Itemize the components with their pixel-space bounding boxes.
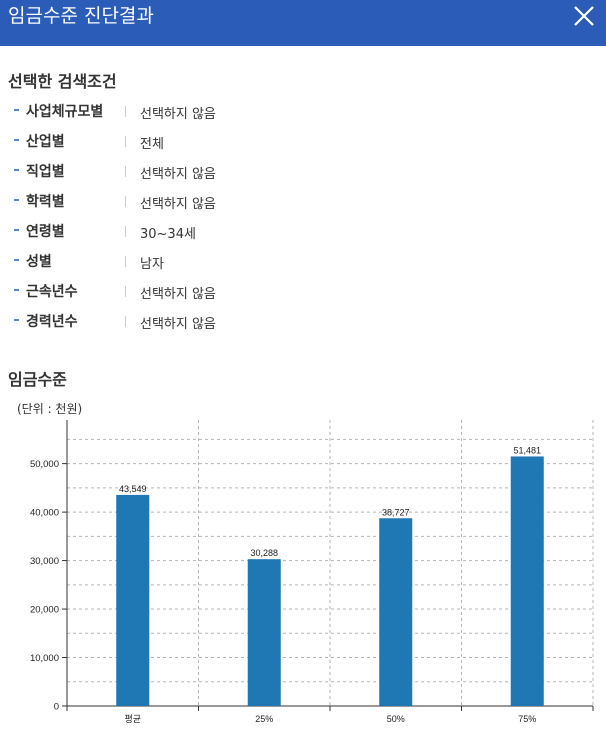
bullet-icon — [14, 259, 19, 261]
y-tick-label: 20,000 — [30, 605, 59, 616]
page-title: 임금수준 진단결과 — [8, 5, 154, 27]
data-label: 43,549 — [119, 484, 147, 494]
criteria-label: 연령별 — [26, 224, 65, 240]
criteria-label: 산업별 — [26, 134, 65, 150]
x-tick-label: 75% — [518, 714, 536, 724]
criteria-value: 선택하지 않음 — [140, 197, 216, 212]
divider — [125, 256, 126, 267]
criteria-label: 학력별 — [26, 194, 65, 210]
criteria-label: 사업체규모별 — [26, 104, 104, 120]
criteria-value: 선택하지 않음 — [140, 317, 216, 332]
data-label: 30,288 — [250, 548, 278, 558]
bullet-icon — [14, 169, 19, 171]
bar — [510, 456, 544, 706]
criteria-label: 직업별 — [26, 164, 65, 180]
divider — [125, 136, 126, 147]
divider — [125, 226, 126, 237]
data-label: 51,481 — [513, 445, 541, 455]
wage-bar-chart: 0 10,000 20,000 30,000 40,000 50,000 43,549 평균 3… — [30, 420, 594, 724]
divider — [125, 196, 126, 207]
unit-label: (단위 : 천원) — [17, 402, 83, 416]
criteria-item-occupation: 직업별 선택하지 않음 — [14, 156, 594, 186]
criteria-value: 선택하지 않음 — [140, 287, 216, 302]
criteria-item-age: 연령별 30~34세 — [14, 216, 594, 246]
bullet-icon — [14, 199, 19, 201]
criteria-item-industry: 산업별 전체 — [14, 126, 594, 156]
data-label: 38,727 — [382, 507, 410, 517]
criteria-item-tenure: 근속년수 선택하지 않음 — [14, 276, 594, 306]
close-icon — [574, 6, 594, 26]
criteria-title: 선택한 검색조건 — [8, 72, 117, 91]
bullet-icon — [14, 319, 19, 321]
bar — [116, 494, 150, 706]
criteria-value: 선택하지 않음 — [140, 107, 216, 122]
divider — [125, 106, 126, 117]
criteria-item-gender: 성별 남자 — [14, 246, 594, 276]
y-tick-label: 30,000 — [30, 556, 59, 567]
close-button[interactable] — [570, 2, 600, 32]
x-tick-label: 50% — [387, 714, 405, 724]
x-tick-label: 25% — [255, 714, 273, 724]
y-tick-label: 50,000 — [30, 459, 59, 470]
bullet-icon — [14, 109, 19, 111]
criteria-item-career: 경력년수 선택하지 않음 — [14, 306, 594, 336]
bullet-icon — [14, 289, 19, 291]
bar — [247, 559, 281, 706]
criteria-value: 선택하지 않음 — [140, 167, 216, 182]
criteria-item-size: 사업체규모별 선택하지 않음 — [14, 96, 594, 126]
criteria-value: 30~34세 — [140, 227, 196, 242]
divider — [125, 286, 126, 297]
bar — [379, 518, 413, 706]
wage-title: 임금수준 — [8, 370, 67, 389]
criteria-item-education: 학력별 선택하지 않음 — [14, 186, 594, 216]
criteria-label: 성별 — [26, 254, 52, 270]
criteria-value: 남자 — [140, 257, 164, 272]
criteria-value: 전체 — [140, 137, 164, 152]
bullet-icon — [14, 229, 19, 231]
y-tick-label: 40,000 — [30, 508, 59, 519]
divider — [125, 166, 126, 177]
x-tick-label: 평균 — [124, 714, 141, 724]
bullet-icon — [14, 139, 19, 141]
divider — [125, 316, 126, 327]
y-tick-label: 0 — [54, 702, 59, 713]
criteria-label: 근속년수 — [26, 284, 78, 300]
y-tick-label: 10,000 — [30, 653, 59, 664]
criteria-label: 경력년수 — [26, 314, 78, 330]
header-bar: 임금수준 진단결과 — [0, 0, 606, 46]
